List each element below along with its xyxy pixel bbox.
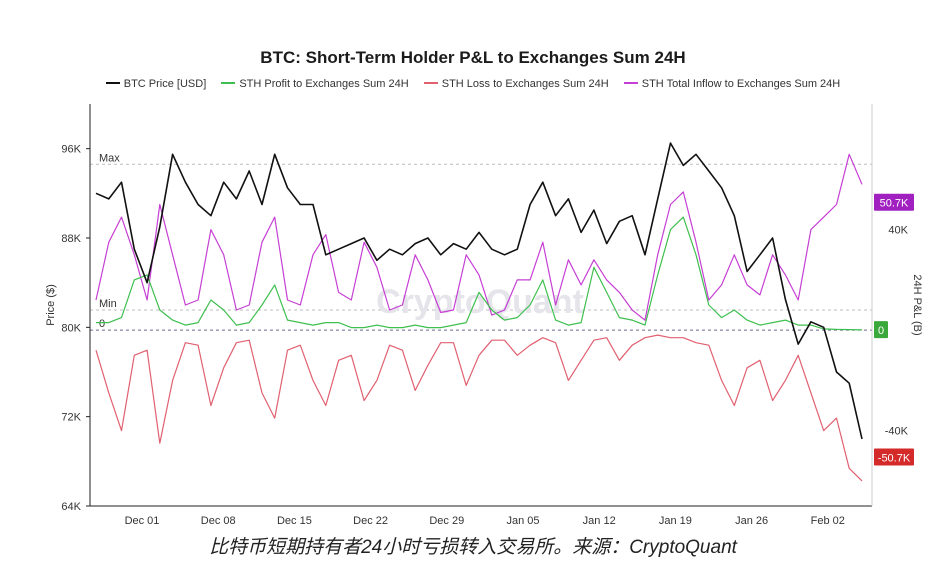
legend-label: BTC Price [USD] (123, 78, 207, 90)
x-tick-label: Dec 08 (201, 515, 236, 527)
series-line-sth-profit (96, 216, 863, 331)
legend-swatch (221, 82, 236, 85)
legend-item-sth-total-inflow[interactable]: STH Total Inflow to Exchanges Sum 24H (623, 78, 841, 90)
legend-item-sth-profit[interactable]: STH Profit to Exchanges Sum 24H (221, 78, 409, 90)
legend-item-sth-loss[interactable]: STH Loss to Exchanges Sum 24H (423, 78, 609, 90)
legend-swatch (423, 82, 438, 85)
x-tick-label: Dec 22 (353, 515, 388, 527)
x-tick-label: Dec 29 (429, 515, 464, 527)
caption: 比特币短期持有者24小时亏损转入交易所。来源：CryptoQuant (209, 537, 737, 558)
x-tick-label: Feb 02 (811, 515, 845, 527)
value-badge (874, 193, 914, 211)
series-line-sth-loss (95, 334, 863, 482)
x-tick-label: Dec 01 (125, 515, 160, 527)
right-tick-label: -40K (885, 426, 909, 438)
value-badge (874, 448, 914, 466)
zero-ref-label: 0 (99, 318, 105, 330)
legend-item-btc-price[interactable]: BTC Price [USD] (105, 78, 207, 90)
value-badge-label: 0 (878, 325, 884, 337)
left-tick-label: 96K (61, 144, 81, 156)
left-axis-title: Price ($) (45, 284, 57, 326)
legend: BTC Price [USD] STH Profit to Exchanges … (0, 78, 946, 90)
x-tick-label: Jan 05 (506, 515, 539, 527)
series-line-btc-price (95, 142, 863, 440)
x-tick-label: Jan 19 (659, 515, 692, 527)
legend-label: STH Total Inflow to Exchanges Sum 24H (641, 78, 841, 90)
x-tick-label: Jan 12 (583, 515, 616, 527)
legend-label: STH Profit to Exchanges Sum 24H (239, 78, 409, 90)
x-tick-label: Jan 26 (735, 515, 768, 527)
value-badge-label: 50.7K (880, 198, 909, 210)
gridlines: Max Min 0 (90, 152, 872, 331)
chart-title: BTC: Short-Term Holder P&L to Exchanges … (260, 48, 686, 67)
right-axis-title: 24H P&L (B) (911, 274, 923, 335)
series-line-sth-total-inflow (95, 153, 863, 321)
left-tick-label: 80K (61, 322, 81, 334)
legend-label: STH Loss to Exchanges Sum 24H (441, 78, 609, 90)
value-badge (874, 321, 888, 339)
legend-swatch (105, 82, 120, 85)
min-ref-label: Min (99, 298, 117, 310)
x-tick-label: Dec 15 (277, 515, 312, 527)
max-ref-label: Max (99, 152, 120, 164)
legend-swatch (623, 82, 638, 85)
right-tick-label: 40K (888, 225, 908, 237)
left-tick-label: 88K (61, 233, 81, 245)
series-lines (95, 142, 863, 482)
axes: 96K 88K 80K 72K 64K 40K -40K 24H P&L (B) Price (… (45, 104, 923, 527)
left-tick-label: 64K (61, 501, 81, 513)
left-tick-label: 72K (61, 412, 81, 424)
value-badge-label: -50.7K (878, 453, 911, 465)
